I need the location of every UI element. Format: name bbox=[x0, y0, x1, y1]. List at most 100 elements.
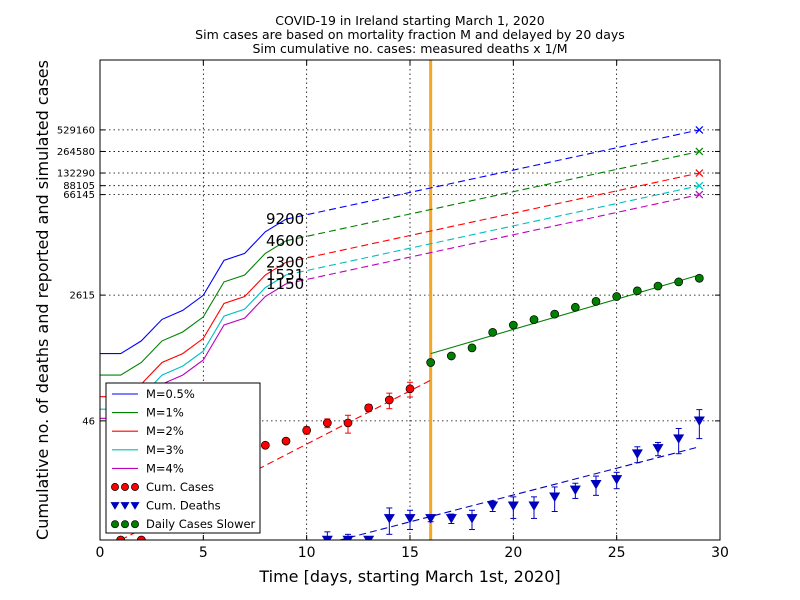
data-point bbox=[673, 434, 685, 444]
y-tick-label: 2615 bbox=[70, 291, 95, 302]
legend-entry: M=3% bbox=[112, 443, 184, 457]
data-point bbox=[260, 440, 270, 450]
legend-label: Cum. Deaths bbox=[146, 499, 221, 513]
legend-label: M=0.5% bbox=[146, 387, 195, 401]
data-point bbox=[136, 535, 146, 540]
legend-entry: M=0.5% bbox=[112, 387, 195, 401]
legend-entry: M=1% bbox=[112, 406, 184, 420]
legend-entry: Cum. Deaths bbox=[110, 499, 221, 513]
legend-entry: M=4% bbox=[112, 461, 184, 475]
projection-line bbox=[285, 150, 700, 242]
series-0 bbox=[100, 125, 704, 355]
data-point bbox=[570, 302, 580, 312]
title-line-1: COVID-19 in Ireland starting March 1, 20… bbox=[275, 13, 544, 28]
data-point bbox=[384, 395, 394, 405]
data-point bbox=[508, 320, 518, 330]
data-point bbox=[674, 277, 684, 287]
data-point bbox=[549, 492, 561, 502]
data-point bbox=[507, 501, 519, 511]
data-point bbox=[528, 501, 540, 511]
data-point bbox=[612, 292, 622, 301]
legend-swatch-marker bbox=[110, 502, 120, 510]
series-end-label: 9200 bbox=[266, 210, 304, 228]
legend-swatch-marker bbox=[121, 520, 129, 529]
data-point bbox=[550, 309, 560, 319]
legend-box bbox=[105, 382, 261, 534]
legend-swatch-marker bbox=[121, 483, 129, 491]
data-point bbox=[611, 475, 623, 485]
x-tick-label: 5 bbox=[199, 545, 208, 561]
legend-swatch-marker bbox=[130, 502, 140, 510]
legend-swatch-marker bbox=[111, 483, 119, 491]
series-7 bbox=[426, 273, 704, 367]
data-point bbox=[322, 418, 332, 428]
series-1 bbox=[100, 147, 704, 376]
y-tick-label: 529160 bbox=[57, 125, 95, 136]
series-line bbox=[100, 218, 287, 355]
data-point bbox=[445, 514, 457, 524]
legend-entry: Daily Cases Slower bbox=[111, 517, 256, 531]
series-line bbox=[100, 261, 287, 398]
data-point bbox=[569, 485, 581, 496]
legend-label: M=1% bbox=[146, 406, 184, 420]
legend-entry: M=2% bbox=[112, 424, 184, 438]
projection-line bbox=[285, 172, 700, 263]
projection-end-marker bbox=[695, 125, 704, 134]
legend-swatch-marker bbox=[120, 502, 130, 510]
x-tick-label: 30 bbox=[711, 545, 729, 561]
x-axis-label: Time [days, starting March 1st, 2020] bbox=[258, 567, 560, 586]
data-point bbox=[405, 384, 415, 394]
projection-line bbox=[285, 185, 700, 276]
data-point bbox=[446, 351, 456, 361]
series-end-label: 2300 bbox=[266, 253, 304, 271]
legend: M=0.5% M=1% M=2% M=3% M=4% Cum. Cases Cum. Dea… bbox=[105, 382, 261, 534]
series-end-label: 4600 bbox=[266, 232, 304, 250]
y-tick-label: 132290 bbox=[57, 169, 95, 180]
legend-swatch-marker bbox=[131, 520, 139, 529]
title-line-2: Sim cases are based on mortality fractio… bbox=[195, 27, 625, 42]
projection-line bbox=[285, 129, 700, 220]
data-point bbox=[302, 425, 312, 435]
legend-swatch-marker bbox=[131, 483, 139, 491]
data-point bbox=[364, 403, 374, 413]
data-point bbox=[467, 343, 477, 353]
data-point bbox=[321, 535, 333, 540]
data-point bbox=[694, 273, 704, 283]
x-tick-label: 10 bbox=[298, 545, 316, 561]
projection-line bbox=[285, 194, 700, 285]
y-tick-label: 88105 bbox=[63, 181, 95, 192]
series-6 bbox=[321, 409, 705, 540]
data-point bbox=[426, 358, 436, 367]
data-point bbox=[529, 315, 539, 324]
data-point bbox=[590, 479, 602, 490]
projection-end-marker bbox=[695, 147, 704, 156]
chart-title: COVID-19 in Ireland starting March 1, 20… bbox=[195, 13, 625, 56]
series-end-label: 1531 bbox=[266, 266, 304, 284]
y-axis-label: Cumulative no. of deaths and reported an… bbox=[33, 60, 52, 540]
title-line-3: Sim cumulative no. cases: measured death… bbox=[252, 41, 567, 56]
x-tick-label: 15 bbox=[401, 545, 419, 561]
projection-end-marker bbox=[695, 181, 704, 190]
series-line bbox=[100, 240, 287, 376]
series-2 bbox=[100, 169, 704, 398]
legend-label: M=2% bbox=[146, 424, 184, 438]
legend-label: M=4% bbox=[146, 461, 184, 475]
x-tick-label: 0 bbox=[96, 545, 105, 561]
data-point bbox=[693, 416, 705, 426]
data-point bbox=[488, 328, 498, 337]
y-tick-label: 264580 bbox=[57, 147, 95, 158]
data-point bbox=[343, 418, 353, 428]
data-point bbox=[652, 444, 664, 454]
legend-label: M=3% bbox=[146, 443, 184, 457]
data-point bbox=[653, 281, 663, 291]
data-point bbox=[466, 514, 478, 524]
data-point bbox=[631, 449, 643, 459]
data-point bbox=[632, 286, 642, 296]
y-tick-label: 66145 bbox=[63, 190, 95, 201]
projection-end-marker bbox=[695, 190, 704, 199]
data-point bbox=[116, 535, 126, 540]
